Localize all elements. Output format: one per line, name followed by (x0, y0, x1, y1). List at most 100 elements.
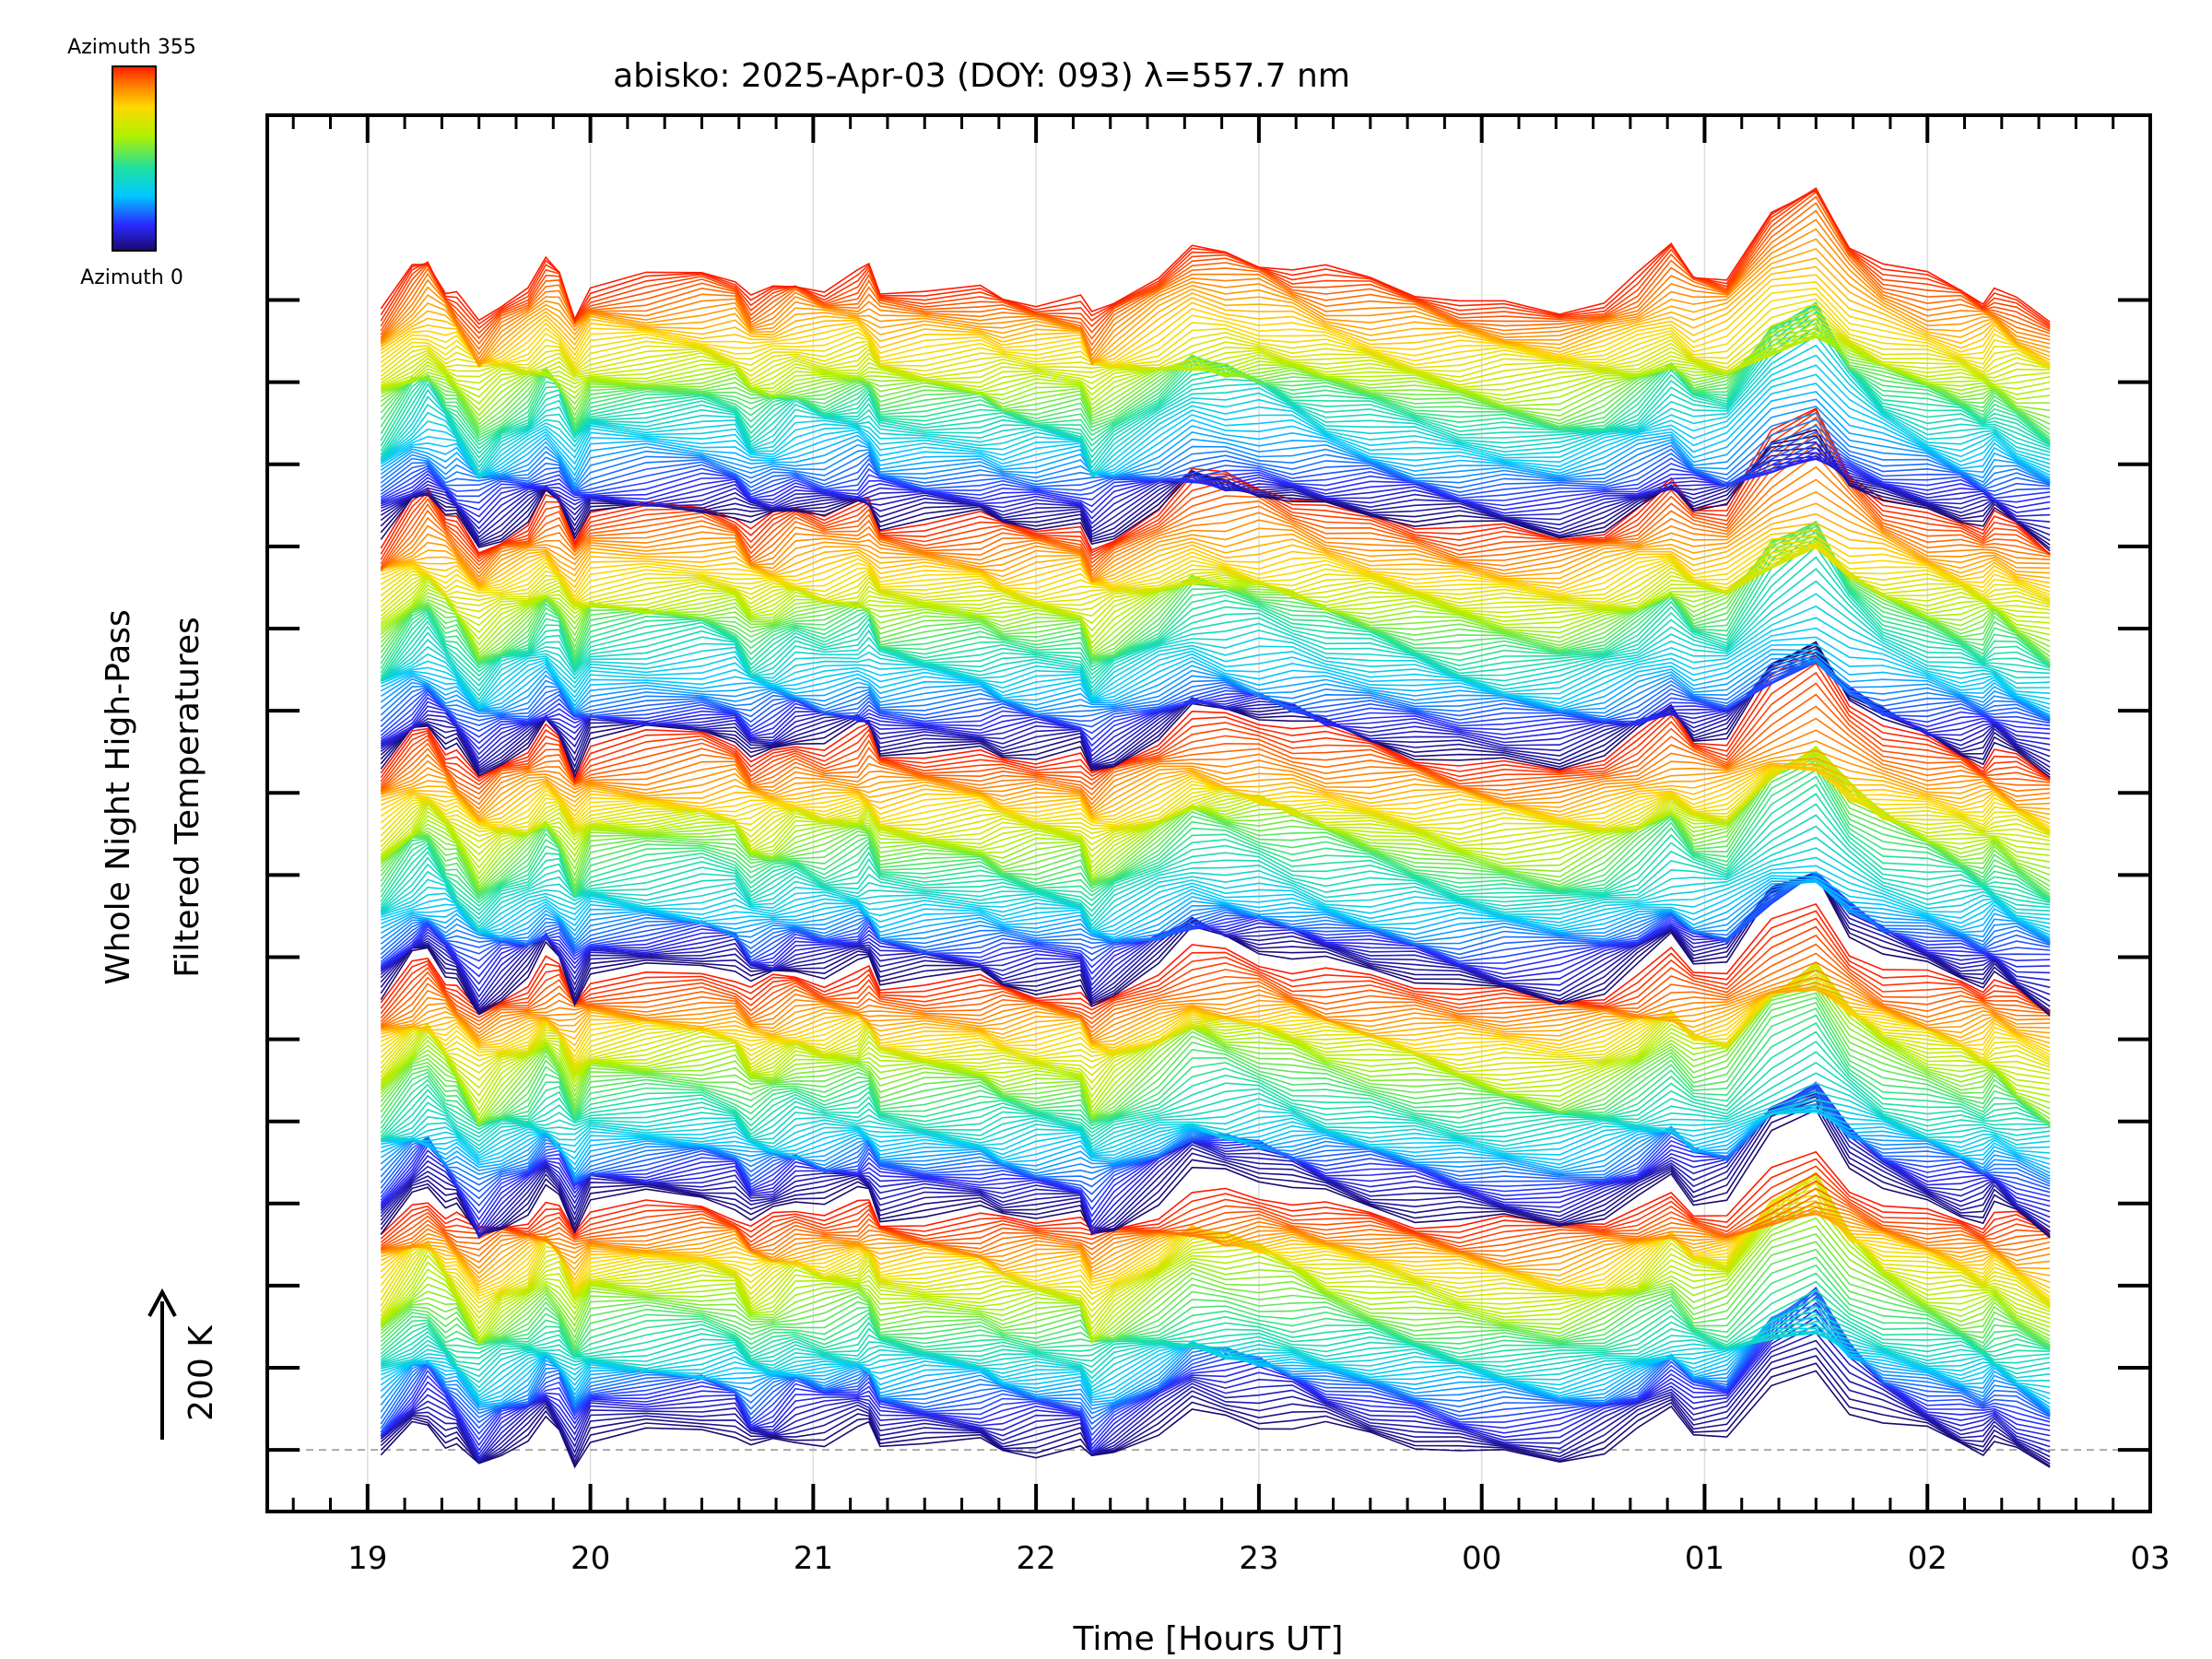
x-tick-label: 19 (347, 1540, 387, 1577)
series-line (380, 248, 2051, 368)
series-line (381, 336, 2051, 417)
series-line (380, 693, 2051, 795)
series-line (380, 751, 2051, 848)
series-line (381, 763, 2051, 823)
series-line (380, 228, 2051, 364)
series-line (380, 873, 2051, 959)
series-line (381, 1213, 2051, 1279)
x-tick-label: 22 (1016, 1540, 1055, 1577)
series-line (381, 1194, 2051, 1253)
series-line (381, 1332, 2051, 1394)
plot-frame (265, 113, 2152, 1513)
series-line (380, 1288, 2051, 1359)
series-line (380, 556, 2051, 688)
series-line (380, 765, 2051, 825)
series-line (380, 1007, 2051, 1127)
series-line (381, 1213, 2051, 1275)
colorbar-gradient (112, 65, 157, 252)
series-line (380, 651, 2051, 770)
series-line (381, 1206, 2051, 1264)
series-line (380, 1201, 2051, 1345)
series-line (381, 865, 2051, 935)
series-line (380, 783, 2051, 908)
y-axis-label-line2: Filtered Temperatures (169, 617, 206, 978)
series-line (380, 452, 2051, 511)
series-line (380, 528, 2051, 662)
series-line (381, 856, 2051, 934)
x-tick-label: 01 (1685, 1540, 1724, 1577)
plot-area: 19 20 21 22 23 00 01 02 03 (265, 113, 2171, 1577)
series-line (380, 1041, 2051, 1140)
x-axis-label: Time [Hours UT] (1073, 1620, 1344, 1658)
series-line (380, 765, 2051, 828)
series-line (380, 825, 2051, 924)
series-line (380, 925, 2051, 1019)
series-line (380, 191, 2051, 340)
series-line (380, 568, 2051, 692)
series-line (381, 758, 2051, 820)
series-line (380, 748, 2051, 853)
x-tick-label: 20 (571, 1540, 610, 1577)
series-line (381, 1099, 2051, 1154)
series-line (380, 943, 2051, 1026)
series-line (380, 317, 2051, 384)
series-line (381, 749, 2051, 818)
series-line (380, 1181, 2051, 1336)
series-line (380, 1014, 2051, 1129)
series-line (380, 729, 2051, 810)
series-line (380, 747, 2051, 855)
series-line (380, 793, 2051, 912)
series-line (381, 1201, 2051, 1257)
series-line (381, 762, 2051, 822)
series-line (380, 1021, 2051, 1134)
series-line (381, 976, 2051, 1041)
series-line (380, 238, 2051, 367)
series-line (380, 1061, 2051, 1142)
y-ticks (267, 298, 2150, 1453)
series-line (380, 1298, 2051, 1361)
series-line (381, 335, 2051, 422)
series-line (381, 1331, 2051, 1400)
series-line (380, 455, 2051, 538)
series-line (380, 209, 2051, 356)
x-tick-label: 23 (1239, 1540, 1278, 1577)
series-line (380, 814, 2051, 921)
series-line (380, 836, 2051, 928)
series-line (380, 325, 2051, 474)
series-line (380, 195, 2051, 346)
series-line (380, 312, 2051, 439)
series-line (380, 661, 2051, 728)
colorbar-bottom-label: Azimuth 0 (80, 266, 183, 289)
series-line (380, 755, 2051, 842)
series-line (380, 302, 2051, 454)
series-line (380, 218, 2051, 360)
series-line (380, 344, 2051, 478)
series-line (380, 875, 2051, 955)
series-line (380, 202, 2051, 351)
series-line (380, 880, 2051, 942)
series-line (380, 671, 2051, 786)
series-line (380, 1051, 2051, 1142)
series-line (380, 593, 2051, 701)
series-line (380, 1313, 2051, 1371)
scale-label: 200 K (182, 1324, 220, 1421)
x-tick-label: 00 (1462, 1540, 1501, 1577)
series-line (381, 1333, 2051, 1397)
series-line (381, 986, 2051, 1043)
series-line (380, 654, 2051, 768)
x-tick-labels: 19 20 21 22 23 00 01 02 03 (347, 1540, 2170, 1577)
series-line (381, 330, 2051, 391)
series-line (381, 1325, 2051, 1383)
series-line (380, 1187, 2051, 1251)
series-line (380, 436, 2051, 497)
series-line (380, 934, 2051, 1023)
series-line (381, 1212, 2051, 1283)
series-line (380, 1309, 2051, 1456)
series-line (381, 490, 2051, 584)
series-line (380, 662, 2051, 784)
series-line (380, 447, 2051, 504)
series-line (380, 325, 2051, 389)
series-line (381, 617, 2051, 707)
series-line (380, 872, 2051, 963)
series-line (381, 1082, 2051, 1148)
